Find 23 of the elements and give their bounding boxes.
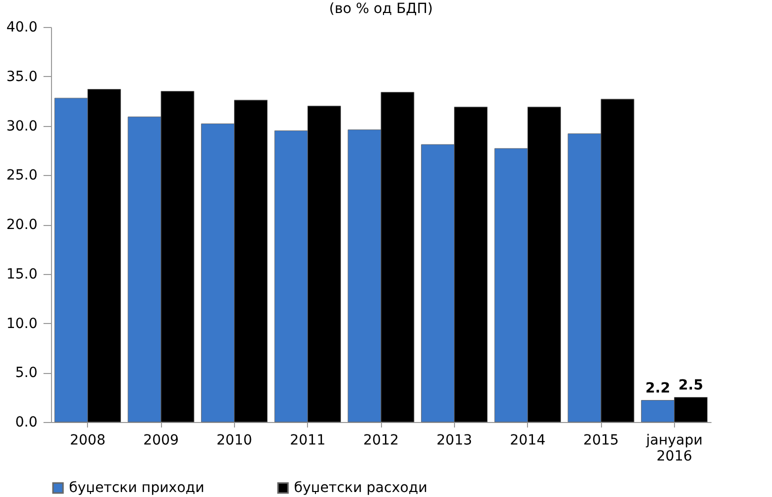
y-tick-label: 40.0 xyxy=(6,20,38,36)
y-tick-label: 0.0 xyxy=(15,414,38,430)
legend-label: буџетски приходи xyxy=(69,480,204,496)
x-tick-label: 2010 xyxy=(216,432,252,448)
legend-label: буџетски расходи xyxy=(294,480,428,496)
x-tick-label: јануари 2016 xyxy=(645,432,703,464)
x-tick-label: 2011 xyxy=(290,432,326,448)
y-tick-label: 25.0 xyxy=(6,168,38,184)
y-tick-label: 5.0 xyxy=(15,365,38,382)
y-tick-label: 20.0 xyxy=(6,217,38,233)
y-tick-label: 35.0 xyxy=(6,68,38,85)
chart-title: (во % од БДП) xyxy=(329,1,433,17)
data-label: 2.5 xyxy=(678,377,704,394)
x-tick-label: 2012 xyxy=(363,432,399,448)
x-tick-label: 2014 xyxy=(510,432,546,448)
x-tick-label: 2009 xyxy=(143,432,179,448)
y-tick-label: 15.0 xyxy=(6,266,38,282)
x-tick-label: 2013 xyxy=(436,432,472,448)
x-tick-label: 2015 xyxy=(583,432,619,448)
data-label: 2.2 xyxy=(645,380,670,396)
y-tick-label: 30.0 xyxy=(6,118,38,134)
x-tick-label: 2008 xyxy=(70,432,106,448)
y-tick-label: 10.0 xyxy=(6,316,38,332)
